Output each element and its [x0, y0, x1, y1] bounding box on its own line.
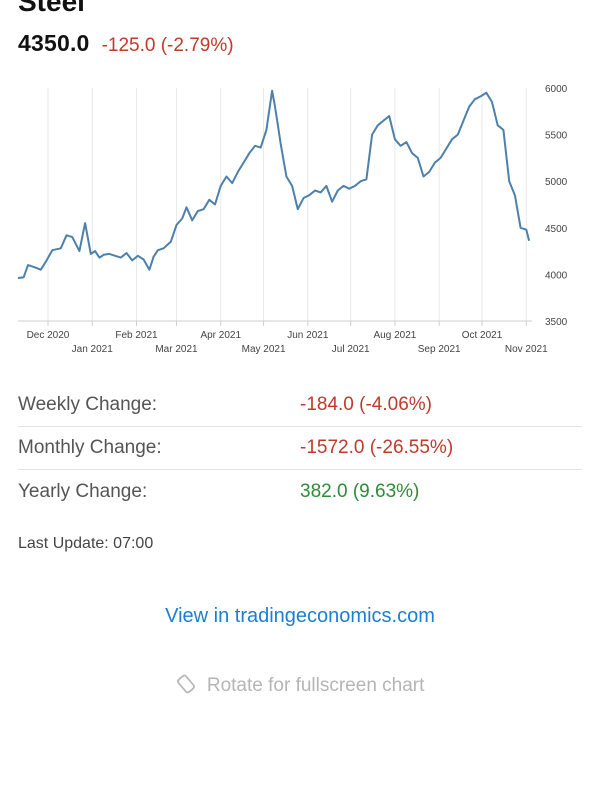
stat-row-yearly: Yearly Change: 382.0 (9.63%) [18, 470, 582, 513]
page-title: Steel [18, 0, 85, 17]
x-tick-label: Sep 2021 [418, 344, 461, 355]
change-stats: Weekly Change: -184.0 (-4.06%) Monthly C… [18, 384, 582, 513]
last-update: Last Update: 07:00 [18, 535, 154, 552]
rotate-hint-label: Rotate for fullscreen chart [206, 675, 425, 696]
stat-row-weekly: Weekly Change: -184.0 (-4.06%) [18, 384, 582, 427]
x-tick-label: May 2021 [242, 344, 286, 355]
weekly-change-label: Weekly Change: [18, 394, 158, 415]
y-tick-label: 3500 [545, 317, 568, 328]
price-chart[interactable]: Dec 2020 Jan 2021 Feb 2021 Mar 2021 Apr 2021… [0, 78, 600, 368]
monthly-change-value: -1572.0 (-26.55%) [300, 437, 454, 458]
weekly-change-value: -184.0 (-4.06%) [300, 394, 433, 415]
x-tick-label: Nov 2021 [505, 344, 548, 355]
x-tick-label: Aug 2021 [374, 330, 417, 341]
stat-row-monthly: Monthly Change: -1572.0 (-26.55%) [18, 427, 582, 470]
x-tick-label: Jul 2021 [332, 344, 370, 355]
yearly-change-label: Yearly Change: [18, 480, 148, 502]
y-tick-label: 5500 [545, 131, 568, 142]
price-change: -125.0 (-2.79%) [101, 35, 234, 56]
current-price: 4350.0 [18, 30, 90, 56]
x-tick-label: Feb 2021 [115, 330, 158, 341]
yearly-change-value: 382.0 (9.63%) [300, 480, 420, 502]
price-header: 4350.0 -125.0 (-2.79%) [18, 30, 234, 57]
y-tick-label: 6000 [545, 84, 568, 95]
x-tick-label: Apr 2021 [200, 330, 241, 341]
rotate-device-icon [176, 674, 196, 700]
x-tick-label: Oct 2021 [462, 330, 503, 341]
y-tick-label: 4000 [545, 270, 568, 281]
rotate-hint: Rotate for fullscreen chart [0, 674, 600, 700]
price-series-line [17, 89, 531, 280]
x-tick-label: Dec 2020 [27, 330, 70, 341]
x-tick-label: Mar 2021 [155, 344, 198, 355]
x-tick-label: Jun 2021 [287, 330, 329, 341]
x-tick-label: Jan 2021 [72, 344, 114, 355]
tradingeconomics-link[interactable]: View in tradingeconomics.com [165, 605, 435, 627]
y-tick-label: 4500 [545, 224, 568, 235]
monthly-change-label: Monthly Change: [18, 437, 162, 458]
y-tick-label: 5000 [545, 177, 568, 188]
